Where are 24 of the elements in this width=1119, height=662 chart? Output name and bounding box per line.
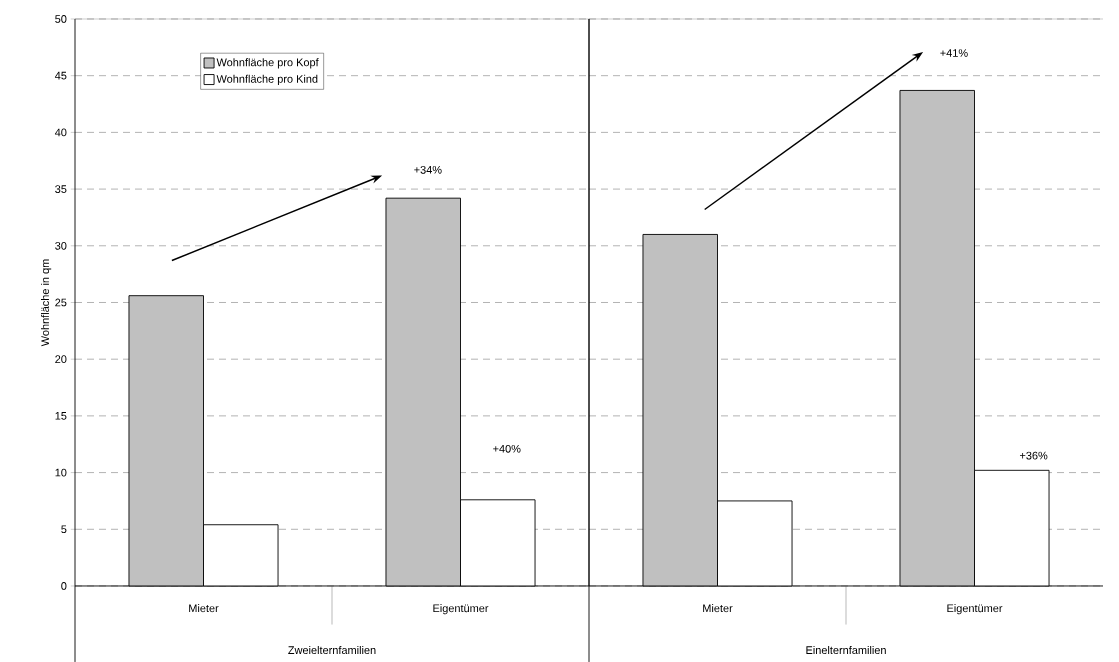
y-tick-label: 40 [54, 128, 67, 137]
annotation: +34% [414, 165, 442, 174]
x-axis-title: Zweielternfamilien [288, 645, 376, 655]
x-tick-label: Eigentümer [947, 604, 1003, 615]
y-tick-label: 45 [54, 71, 67, 80]
y-tick-label: 50 [55, 15, 67, 23]
y-tick-label: 30 [55, 241, 67, 250]
y-tick-label: 10 [55, 468, 67, 477]
x-tick-label: Eigentümer [433, 604, 489, 615]
y-axis-title: Wohnfläche in qm [41, 259, 52, 347]
y-tick-label: 20 [55, 355, 67, 364]
y-tick-label: 5 [61, 525, 67, 534]
x-tick-label: Mieter [703, 604, 733, 613]
annotation: +40% [493, 444, 521, 453]
legend-label: Wohnfläche pro Kind [216, 74, 318, 85]
x-tick-label: Mieter [189, 604, 219, 613]
y-tick-label: 0 [61, 582, 67, 590]
y-tick-label: 15 [55, 412, 67, 420]
annotation: +36% [1019, 451, 1048, 460]
x-axis-title: Einelternfamilien [806, 645, 886, 655]
legend-label: Wohnfläche pro Kopf [216, 58, 319, 69]
annotation: +41% [940, 49, 968, 57]
y-tick-label: 35 [55, 185, 67, 193]
y-tick-label: 25 [55, 298, 67, 307]
